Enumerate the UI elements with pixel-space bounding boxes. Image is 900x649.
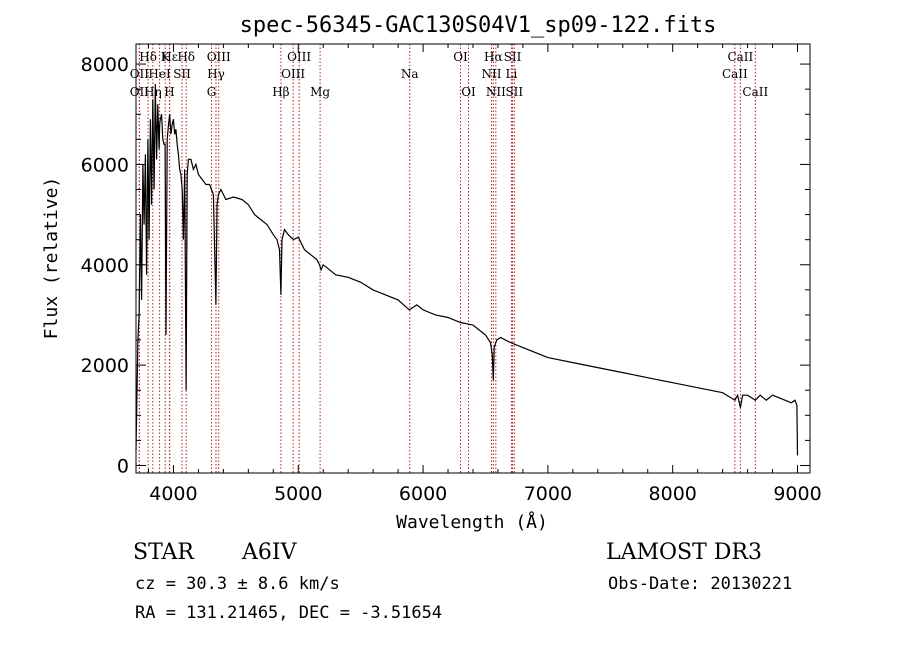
line-label-8: SII xyxy=(504,50,522,64)
x-axis-label: Wavelength (Å) xyxy=(396,511,548,533)
line-label-14: OIII xyxy=(281,67,305,81)
object-class: STAR xyxy=(133,540,194,565)
line-label-2: Hε xyxy=(161,50,178,64)
x-tick-label-4: 8000 xyxy=(649,483,697,505)
y-tick-label-3: 6000 xyxy=(81,154,129,176)
line-label-12: SII xyxy=(173,67,191,81)
line-label-7: Hα xyxy=(484,50,503,64)
line-label-17: Li xyxy=(506,67,518,81)
y-tick-label-0: 0 xyxy=(117,455,129,477)
survey-name: LAMOST DR3 xyxy=(606,540,762,565)
x-tick-label-1: 5000 xyxy=(274,483,322,505)
x-tick-label-3: 7000 xyxy=(524,483,572,505)
axis-ticks: 4000 5000 6000 7000 8000 9000 0 2000 4000 6000 800… xyxy=(81,44,822,505)
line-label-26: NII xyxy=(486,85,506,99)
line-label-13: Hγ xyxy=(207,67,225,81)
line-label-23: Hβ xyxy=(272,85,289,99)
line-label-0: Hδ xyxy=(139,50,157,64)
line-label-28: CaII xyxy=(742,85,768,99)
redshift-cz: cz = 30.3 ± 8.6 km/s xyxy=(135,574,340,594)
object-subclass: A6IV xyxy=(242,540,297,565)
ra-dec: RA = 131.21465, DEC = -3.51654 xyxy=(135,603,443,623)
x-tick-label-2: 6000 xyxy=(399,483,447,505)
x-tick-label-0: 4000 xyxy=(149,483,197,505)
y-tick-label-2: 4000 xyxy=(81,255,129,277)
line-label-16: NII xyxy=(481,67,501,81)
line-label-1: K xyxy=(161,50,171,64)
line-label-3: Hδ xyxy=(177,50,195,64)
flux-series-line xyxy=(135,84,799,456)
x-tick-label-5: 9000 xyxy=(773,483,821,505)
line-label-20: Hη xyxy=(144,85,162,99)
y-tick-label-1: 2000 xyxy=(81,355,129,377)
line-label-15: Na xyxy=(401,67,419,81)
line-label-10: OII xyxy=(130,67,150,81)
line-label-27: SII xyxy=(505,85,523,99)
plot-frame xyxy=(135,43,811,474)
y-tick-label-4: 8000 xyxy=(81,54,129,76)
line-label-21: H xyxy=(164,85,174,99)
line-label-4: OIII xyxy=(207,50,231,64)
y-axis-label: Flux (relative) xyxy=(41,177,62,340)
line-label-9: CaII xyxy=(727,50,753,64)
line-label-5: OIII xyxy=(287,50,311,64)
line-label-24: Mg xyxy=(310,85,330,99)
line-label-18: CaII xyxy=(722,67,748,81)
line-label-22: G xyxy=(207,85,217,99)
line-label-25: OI xyxy=(461,85,476,99)
chart-title: spec-56345-GAC130S04V1_sp09-122.fits xyxy=(240,13,717,38)
observation-date: Obs-Date: 20130221 xyxy=(608,574,793,594)
spectral-line-markers xyxy=(138,44,756,473)
line-label-11: HeI xyxy=(148,67,171,81)
line-label-6: OI xyxy=(453,50,468,64)
line-label-19: OII xyxy=(130,85,150,99)
